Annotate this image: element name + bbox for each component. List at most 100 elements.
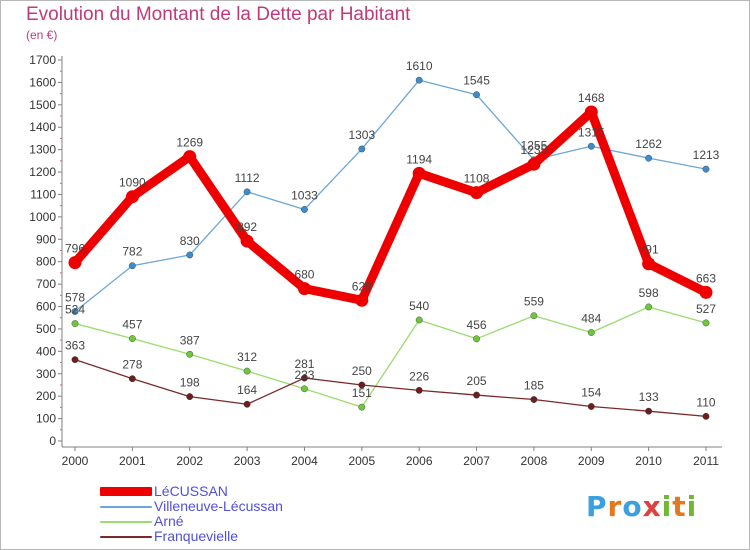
x-tick-label: 2001	[119, 454, 146, 468]
data-label: 110	[696, 395, 715, 409]
logo-letter: P	[586, 490, 608, 523]
data-point	[415, 316, 423, 324]
data-point	[186, 393, 194, 401]
data-label: 1033	[291, 188, 318, 202]
data-label: 1262	[635, 137, 662, 151]
data-point	[470, 186, 484, 200]
data-point	[527, 157, 541, 171]
data-label: 628	[352, 279, 372, 293]
y-tick-label: 400	[36, 344, 56, 358]
y-tick-label: 800	[36, 255, 56, 269]
y-tick-label: 1700	[29, 53, 56, 67]
legend-swatch-arne	[100, 521, 152, 523]
data-label: 791	[639, 243, 659, 257]
data-point	[243, 367, 251, 375]
data-label: 680	[294, 268, 314, 282]
data-label: 250	[352, 364, 372, 378]
legend-swatch-franquevielle	[100, 536, 152, 538]
y-tick-label: 100	[36, 412, 56, 426]
logo-letter: r	[607, 490, 623, 523]
data-label: 456	[467, 318, 487, 332]
y-tick-label: 300	[36, 367, 56, 381]
data-point	[587, 329, 595, 336]
data-point	[473, 91, 480, 99]
data-point	[412, 166, 426, 180]
logo-letter: x	[642, 490, 662, 523]
y-tick-label: 0	[49, 434, 56, 448]
x-tick-label: 2004	[291, 454, 318, 468]
logo-letter: o	[622, 490, 643, 523]
y-tick-label: 900	[36, 232, 56, 246]
data-label: 164	[237, 383, 257, 397]
data-point	[128, 335, 136, 342]
series-line	[74, 306, 707, 408]
y-tick-label: 1000	[29, 210, 56, 224]
data-point	[642, 257, 656, 271]
data-point	[702, 319, 710, 327]
data-point	[240, 234, 254, 248]
legend-item-villeneuve: Villeneuve-Lécussan	[100, 499, 360, 514]
data-point	[301, 385, 308, 393]
data-label: 559	[524, 295, 544, 309]
data-label: 1269	[176, 136, 203, 150]
legend-label-franquevielle: Franquevielle	[154, 528, 239, 544]
chart-title: Evolution du Montant de la Dette par Hab…	[26, 4, 411, 25]
data-label: 198	[180, 376, 200, 390]
data-point	[355, 293, 369, 307]
data-point	[415, 76, 423, 84]
logo-letter: t	[672, 490, 687, 523]
y-tick-label: 1400	[29, 120, 56, 134]
data-label: 1303	[348, 128, 375, 142]
data-point	[71, 308, 79, 315]
data-label: 598	[639, 286, 659, 300]
data-label: 796	[65, 242, 85, 256]
data-point	[301, 374, 308, 382]
x-tick-label: 2002	[176, 454, 203, 468]
data-label: 1545	[463, 74, 490, 88]
data-label: 133	[639, 390, 659, 404]
legend-item-franquevielle: Franquevielle	[100, 529, 360, 544]
data-label: 830	[180, 234, 200, 248]
data-point	[584, 105, 598, 119]
data-label: 663	[696, 271, 716, 285]
data-label: 1108	[464, 172, 490, 186]
y-tick-label: 1500	[29, 98, 56, 112]
data-point	[587, 403, 595, 410]
data-label: 578	[65, 290, 85, 304]
data-label: 1468	[578, 91, 605, 105]
data-label: 233	[294, 368, 314, 382]
data-point	[128, 375, 136, 383]
data-label: 892	[237, 220, 257, 234]
data-label: 457	[122, 318, 142, 332]
legend-swatch-villeneuve	[100, 506, 152, 508]
data-label: 185	[524, 379, 544, 393]
data-point	[358, 403, 366, 411]
data-label: 278	[122, 358, 142, 372]
data-point	[297, 282, 311, 296]
x-tick-label: 2006	[406, 454, 433, 468]
data-label: 1610	[406, 59, 433, 73]
proxiti-logo: Proxiti	[586, 490, 697, 523]
data-point	[645, 303, 653, 311]
data-label: 524	[65, 303, 85, 317]
y-tick-label: 1300	[29, 143, 56, 157]
data-point	[128, 262, 136, 270]
data-label: 1194	[406, 152, 432, 166]
data-label: 363	[65, 339, 85, 353]
data-label: 387	[180, 333, 200, 347]
legend-swatch-lecussan	[100, 487, 152, 496]
data-point	[473, 335, 480, 343]
data-point	[702, 412, 710, 420]
y-tick-label: 700	[36, 277, 56, 291]
data-label: 205	[467, 374, 487, 388]
x-tick-label: 2011	[693, 454, 719, 468]
logo-letter: i	[686, 490, 698, 523]
chart-subtitle: (en €)	[26, 28, 58, 42]
x-tick-label: 2000	[62, 454, 89, 468]
legend-label-arne: Arné	[154, 513, 184, 529]
x-tick-label: 2005	[348, 454, 375, 468]
data-label: 312	[237, 350, 257, 364]
series-line	[74, 79, 707, 313]
data-point	[243, 400, 251, 408]
